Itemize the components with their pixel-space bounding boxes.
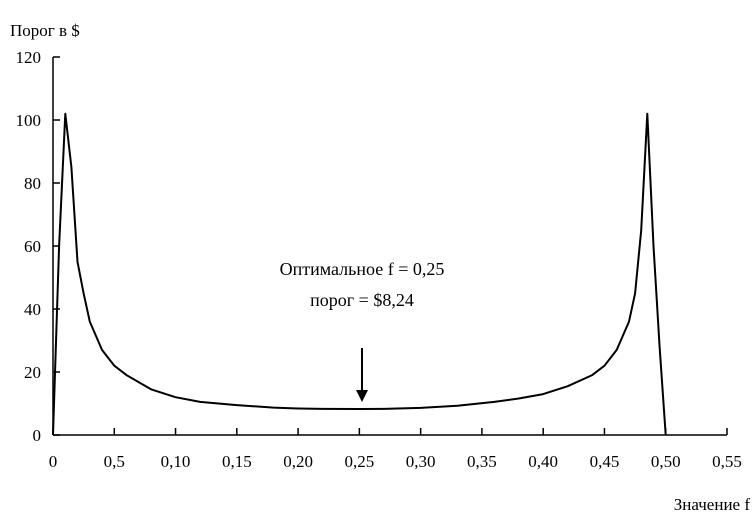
y-axis: 0 20 40 60 80 100 120	[16, 48, 60, 445]
annotation-optimal-f: Оптимальное f = 0,25	[280, 259, 445, 279]
x-tick-label: 0	[49, 452, 58, 471]
x-tick-label: 0,10	[161, 452, 191, 471]
x-tick-label: 0,15	[222, 452, 252, 471]
y-tick-label: 80	[24, 174, 41, 193]
y-tick-label: 60	[24, 237, 41, 256]
x-axis: 0 0,5 0,10 0,15 0,20 0,25 0,30 0,35 0,40 0,45 0,50…	[49, 428, 742, 471]
y-tick-label: 40	[24, 300, 41, 319]
x-tick-label: 0,30	[406, 452, 436, 471]
x-tick-label: 0,35	[467, 452, 497, 471]
x-tick-label: 0,45	[590, 452, 620, 471]
x-tick-label: 0,25	[344, 452, 374, 471]
y-tick-label: 20	[24, 363, 41, 382]
x-tick-label: 0,50	[651, 452, 681, 471]
x-tick-label: 0,40	[528, 452, 558, 471]
y-axis-title: Порог в $	[10, 21, 80, 40]
x-tick-label: 0,5	[104, 452, 125, 471]
y-tick-label: 0	[33, 426, 42, 445]
y-tick-label: 120	[16, 48, 42, 67]
x-tick-label: 0,20	[283, 452, 313, 471]
x-axis-title: Значение f	[674, 495, 751, 514]
y-tick-label: 100	[16, 111, 42, 130]
annotation-arrow	[356, 348, 368, 402]
annotation-threshold: порог = $8,24	[310, 290, 414, 310]
series-line	[52, 112, 667, 436]
x-tick-label: 0,55	[712, 452, 742, 471]
